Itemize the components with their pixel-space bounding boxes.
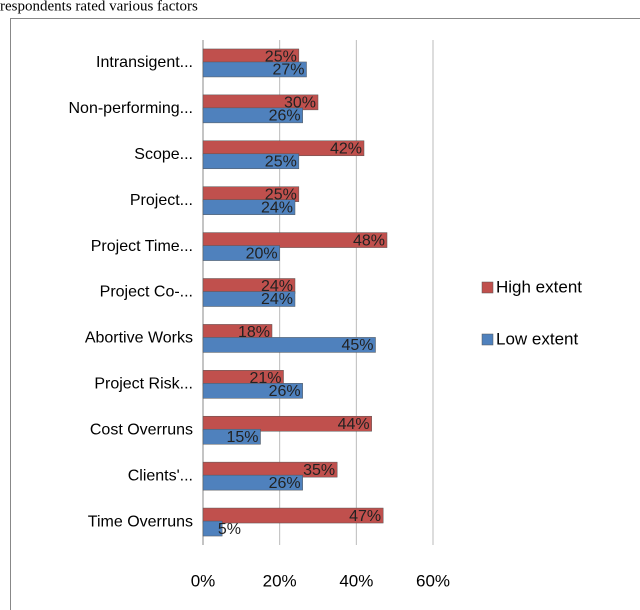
y-tick-label: Scope... xyxy=(134,146,193,163)
bar xyxy=(202,474,303,491)
value-label: 25% xyxy=(265,186,297,203)
value-label: 25% xyxy=(265,49,297,66)
x-tick-label: 20% xyxy=(263,571,297,590)
value-label: 30% xyxy=(284,95,316,112)
value-label: 26% xyxy=(269,383,301,400)
x-tick-label: 40% xyxy=(339,571,373,590)
x-tick-label: 0% xyxy=(191,571,216,590)
bar xyxy=(202,337,376,353)
y-tick-label: Intransigent... xyxy=(96,54,193,71)
value-label: 26% xyxy=(269,475,301,492)
bar xyxy=(202,507,384,524)
value-label: 18% xyxy=(238,324,270,341)
value-label: 24% xyxy=(261,199,293,216)
value-label: 26% xyxy=(269,108,301,125)
value-label: 48% xyxy=(353,232,385,249)
value-label: 27% xyxy=(272,62,304,79)
value-label: 45% xyxy=(341,337,373,354)
y-tick-label: Project Risk... xyxy=(94,376,193,393)
value-label: 24% xyxy=(261,278,293,295)
value-label: 20% xyxy=(246,245,278,262)
legend-label: High extent xyxy=(496,277,582,296)
value-label: 5% xyxy=(218,521,241,538)
bar xyxy=(202,107,303,124)
value-label: 24% xyxy=(261,291,293,308)
y-tick-label: Cost Overruns xyxy=(90,421,193,438)
bar xyxy=(202,61,307,78)
bar xyxy=(202,520,223,537)
bar xyxy=(202,415,372,432)
legend-swatch xyxy=(481,281,494,294)
bar xyxy=(202,383,303,399)
bar xyxy=(202,245,280,261)
y-tick-label: Clients'... xyxy=(128,467,193,484)
bar xyxy=(202,199,296,215)
bar xyxy=(202,428,261,445)
y-tick-label: Project... xyxy=(130,192,193,209)
chart-title: respondents rated various factors xyxy=(0,0,198,14)
value-label: 21% xyxy=(249,370,281,387)
y-tick-label: Time Overruns xyxy=(88,513,193,530)
bar xyxy=(202,291,296,307)
value-label: 35% xyxy=(303,462,335,479)
value-label: 44% xyxy=(338,416,370,433)
x-tick-label: 60% xyxy=(416,571,450,590)
bar xyxy=(202,153,300,170)
value-label: 15% xyxy=(226,429,258,446)
legend-label: Low extent xyxy=(496,329,578,348)
y-tick-label: Abortive Works xyxy=(85,330,193,347)
y-tick-label: Non-performing... xyxy=(69,100,194,117)
y-tick-label: Project Time... xyxy=(91,238,193,255)
value-label: 42% xyxy=(330,140,362,157)
value-label: 47% xyxy=(349,508,381,525)
bar xyxy=(202,232,388,248)
y-tick-label: Project Co-... xyxy=(100,284,193,301)
legend-swatch xyxy=(481,333,494,346)
value-label: 25% xyxy=(265,153,297,170)
